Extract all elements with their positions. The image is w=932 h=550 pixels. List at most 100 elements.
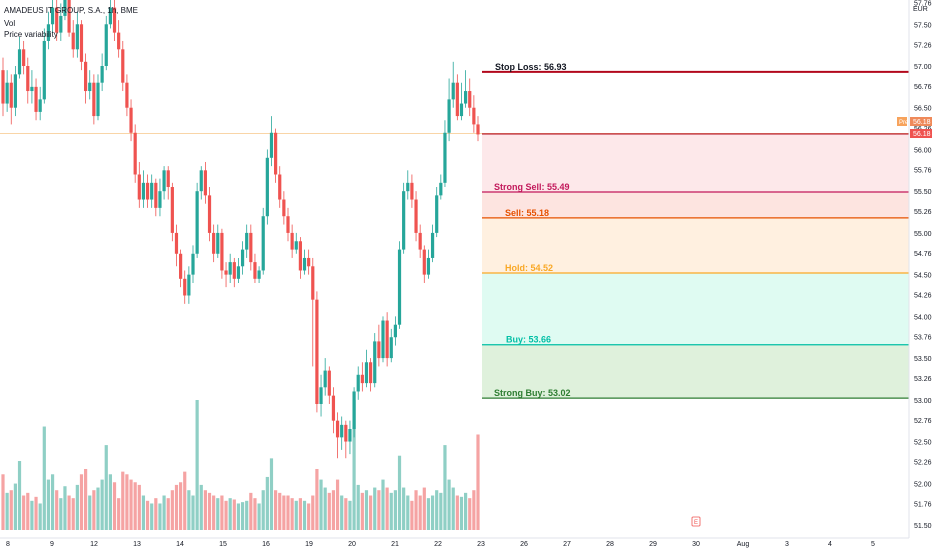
price-tick-label: 55.50 (914, 189, 932, 196)
candle-body (154, 182, 158, 208)
price-tick-label: 55.26 (914, 209, 932, 216)
price-tick-label: 54.50 (914, 273, 932, 280)
volume-bar (290, 498, 294, 530)
time-tick-label: 27 (563, 541, 571, 548)
volume-bar (199, 484, 203, 530)
candle-body (112, 7, 117, 33)
candle-body (50, 7, 55, 25)
volume-bar (207, 492, 212, 530)
volume-bar (352, 400, 356, 530)
volume-bar (183, 471, 187, 530)
volume-bar (278, 492, 282, 530)
volume-bar (67, 495, 71, 530)
candle-body (84, 61, 88, 92)
candle-body (435, 195, 439, 233)
volume-bar (75, 484, 79, 530)
candle-body (397, 249, 402, 325)
candle-body (203, 170, 207, 196)
candle-body (162, 170, 166, 192)
volume-bar (133, 482, 137, 530)
candle-body (323, 370, 327, 388)
volume-bar (298, 498, 302, 530)
volume-bar (418, 495, 422, 530)
candle-body (443, 132, 447, 183)
volume-bar (63, 486, 67, 530)
candle-body (158, 191, 162, 208)
price-tick-label: 52.00 (914, 481, 932, 488)
volume-bar (286, 495, 290, 530)
candle-body (46, 24, 51, 41)
time-tick-label: 26 (520, 541, 528, 548)
candle-body (352, 391, 356, 430)
volume-bar (360, 492, 364, 530)
volume-bar (154, 498, 158, 530)
candle-body (170, 187, 174, 233)
zone-strong-sell (482, 134, 909, 193)
volume-bar (228, 498, 232, 530)
volume-bar (319, 479, 323, 530)
volume-bar (426, 498, 431, 530)
volume-bar (141, 495, 146, 530)
currency-label: EUR (913, 6, 928, 13)
candle-body (311, 266, 315, 300)
candle-body (38, 99, 42, 112)
candle-body (418, 232, 422, 250)
time-tick-label: 20 (348, 541, 356, 548)
time-tick-label: 16 (262, 541, 270, 548)
candle-body (265, 157, 269, 217)
candle-body (253, 262, 257, 279)
level-label-strong-sell: Strong Sell: 55.49 (494, 182, 570, 192)
candle-body (447, 99, 451, 133)
candle-body (5, 82, 9, 104)
volume-bar (92, 490, 96, 530)
price-tick-label: 52.76 (914, 418, 932, 425)
volume-bar (373, 487, 377, 530)
candle-body (236, 266, 241, 279)
candle-body (216, 232, 220, 254)
candle-body (88, 82, 92, 92)
candle-body (381, 320, 385, 359)
volume-bar (348, 500, 352, 530)
volume-bar (129, 479, 133, 530)
volume-bar (59, 498, 63, 530)
price-tick-label: 53.26 (914, 376, 932, 383)
candle-body (422, 249, 426, 275)
volume-bar (269, 458, 274, 530)
candle-body (278, 174, 282, 200)
volume-bar (406, 495, 410, 530)
price-tick-label: 54.26 (914, 293, 932, 300)
volume-bar (42, 426, 46, 530)
time-tick-label: 13 (133, 541, 141, 548)
volume-bar (323, 487, 327, 530)
time-tick-label: 14 (176, 541, 184, 548)
candle-body (22, 49, 26, 66)
candle-body (59, 15, 63, 33)
volume-bar (212, 495, 216, 530)
volume-bar (79, 474, 84, 530)
candle-body (377, 341, 381, 359)
prev-badge (897, 117, 907, 126)
candle-body (34, 86, 38, 112)
candle-body (199, 170, 203, 192)
candle-body (42, 40, 46, 100)
volume-bar (187, 490, 191, 530)
candle-body (13, 74, 17, 108)
candle-body (356, 374, 360, 392)
volume-bar (50, 474, 55, 530)
candle-body (406, 182, 410, 192)
volume-bar (30, 500, 34, 530)
candle-body (174, 232, 179, 254)
volume-bar (307, 503, 311, 530)
volume-bar (364, 490, 369, 530)
candle-body (9, 82, 13, 108)
price-tick-label: 56.50 (914, 106, 932, 113)
volume-bar (389, 492, 393, 530)
volume-bar (71, 498, 75, 530)
volume-bar (335, 479, 340, 530)
volume-bar (331, 490, 336, 530)
price-tick-label: 56.76 (914, 84, 932, 91)
candle-body (389, 337, 393, 359)
volume-bar (344, 498, 348, 530)
volume-bar (55, 490, 59, 530)
